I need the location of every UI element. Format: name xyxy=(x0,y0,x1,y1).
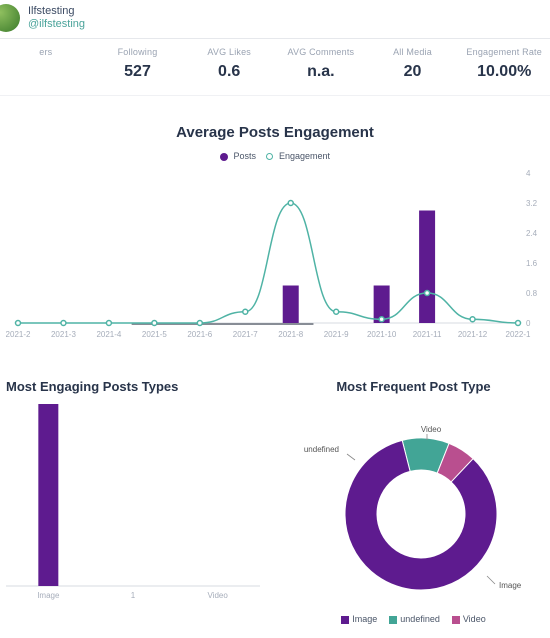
bottom-row: Most Engaging Posts Types Image 1 Video Mo… xyxy=(0,355,550,638)
svg-text:2022-1: 2022-1 xyxy=(506,330,531,339)
stat-3: AVG Comments n.a. xyxy=(275,47,367,81)
engagement-point[interactable] xyxy=(516,321,521,326)
stats-row: ersFollowing 527 AVG Likes 0.6AVG Comments n… xyxy=(0,39,550,96)
engagement-point[interactable] xyxy=(425,291,430,296)
svg-text:2021-6: 2021-6 xyxy=(187,330,212,339)
posts-bar[interactable] xyxy=(419,211,435,324)
freq-legend-label[interactable]: Image xyxy=(352,614,377,624)
types-chart: Image 1 Video xyxy=(6,404,266,604)
svg-text:2021-3: 2021-3 xyxy=(51,330,76,339)
engagement-point[interactable] xyxy=(16,321,21,326)
display-name[interactable]: Ilfstesting xyxy=(28,5,85,18)
stat-5: Engagement Rate 10.00% xyxy=(458,47,550,81)
stat-label: Engagement Rate xyxy=(458,47,550,57)
svg-text:2021-2: 2021-2 xyxy=(6,330,31,339)
engagement-title: Average Posts Engagement xyxy=(6,124,544,141)
engagement-legend: Posts Engagement xyxy=(6,151,544,161)
legend-posts-dot xyxy=(220,153,228,161)
svg-text:0: 0 xyxy=(526,319,531,328)
engagement-point[interactable] xyxy=(152,321,157,326)
engagement-point[interactable] xyxy=(106,321,111,326)
svg-text:2021-9: 2021-9 xyxy=(324,330,349,339)
svg-text:Image: Image xyxy=(37,591,60,600)
stat-value: 20 xyxy=(367,63,459,81)
freq-legend-label[interactable]: Video xyxy=(463,614,486,624)
freq-title: Most Frequent Post Type xyxy=(283,379,544,394)
stat-label: ers xyxy=(0,47,92,57)
freq-legend-swatch xyxy=(452,616,460,624)
stat-value: 0.6 xyxy=(183,63,275,81)
svg-text:2021-5: 2021-5 xyxy=(142,330,167,339)
engagement-section: Average Posts Engagement Posts Engagemen… xyxy=(0,124,550,355)
profile-names: Ilfstesting @ilfstesting xyxy=(28,5,85,31)
freq-chart: Video undefined Image xyxy=(283,404,543,614)
svg-text:2.4: 2.4 xyxy=(526,229,538,238)
stat-value: n.a. xyxy=(275,63,367,81)
svg-text:2021-4: 2021-4 xyxy=(96,330,121,339)
legend-engagement-label[interactable]: Engagement xyxy=(279,151,330,161)
stat-label: All Media xyxy=(367,47,459,57)
types-bar[interactable] xyxy=(38,404,58,586)
stat-value: 527 xyxy=(92,63,184,81)
svg-text:2021-10: 2021-10 xyxy=(367,330,397,339)
engagement-line[interactable] xyxy=(18,203,518,323)
engagement-point[interactable] xyxy=(470,317,475,322)
legend-posts-label[interactable]: Posts xyxy=(233,151,256,161)
stat-2: AVG Likes 0.6 xyxy=(183,47,275,81)
svg-text:4: 4 xyxy=(526,169,531,178)
svg-text:3.2: 3.2 xyxy=(526,199,538,208)
freq-legend-swatch xyxy=(341,616,349,624)
svg-text:Video: Video xyxy=(208,591,229,600)
engagement-point[interactable] xyxy=(243,309,248,314)
engagement-point[interactable] xyxy=(61,321,66,326)
svg-text:2021-11: 2021-11 xyxy=(413,330,442,339)
stat-value: 10.00% xyxy=(458,63,550,81)
types-title: Most Engaging Posts Types xyxy=(6,379,267,394)
freq-legend-swatch xyxy=(389,616,397,624)
profile-handle[interactable]: @ilfstesting xyxy=(28,18,85,31)
engagement-point[interactable] xyxy=(197,321,202,326)
engagement-point[interactable] xyxy=(379,317,384,322)
freq-legend-label[interactable]: undefined xyxy=(400,614,440,624)
types-section: Most Engaging Posts Types Image 1 Video xyxy=(6,355,267,628)
freq-legend: Image undefined Video xyxy=(283,614,544,624)
stat-1: Following 527 xyxy=(92,47,184,81)
stat-4: All Media 20 xyxy=(367,47,459,81)
freq-section: Most Frequent Post Type VideoundefinedIm… xyxy=(283,355,544,628)
svg-text:undefined: undefined xyxy=(304,445,339,454)
profile-bar: Ilfstesting @ilfstesting xyxy=(0,0,550,39)
svg-text:Image: Image xyxy=(499,581,522,590)
stat-label: Following xyxy=(92,47,184,57)
stat-label: AVG Comments xyxy=(275,47,367,57)
engagement-point[interactable] xyxy=(334,309,339,314)
svg-text:2021-7: 2021-7 xyxy=(233,330,258,339)
legend-engagement-ring xyxy=(266,153,273,160)
engagement-chart: 0 0.8 1.6 2.4 3.2 4 2021-2 2021-3 2021-4 2021-5 20… xyxy=(6,165,544,355)
engagement-point[interactable] xyxy=(288,201,293,206)
stat-0: ers xyxy=(0,47,92,81)
svg-text:2021-8: 2021-8 xyxy=(278,330,303,339)
svg-text:1.6: 1.6 xyxy=(526,259,538,268)
svg-text:2021-12: 2021-12 xyxy=(458,330,488,339)
stat-label: AVG Likes xyxy=(183,47,275,57)
svg-text:1: 1 xyxy=(131,591,136,600)
svg-text:0.8: 0.8 xyxy=(526,289,538,298)
posts-bar[interactable] xyxy=(283,286,299,324)
avatar[interactable] xyxy=(0,4,20,32)
svg-text:Video: Video xyxy=(421,425,442,434)
